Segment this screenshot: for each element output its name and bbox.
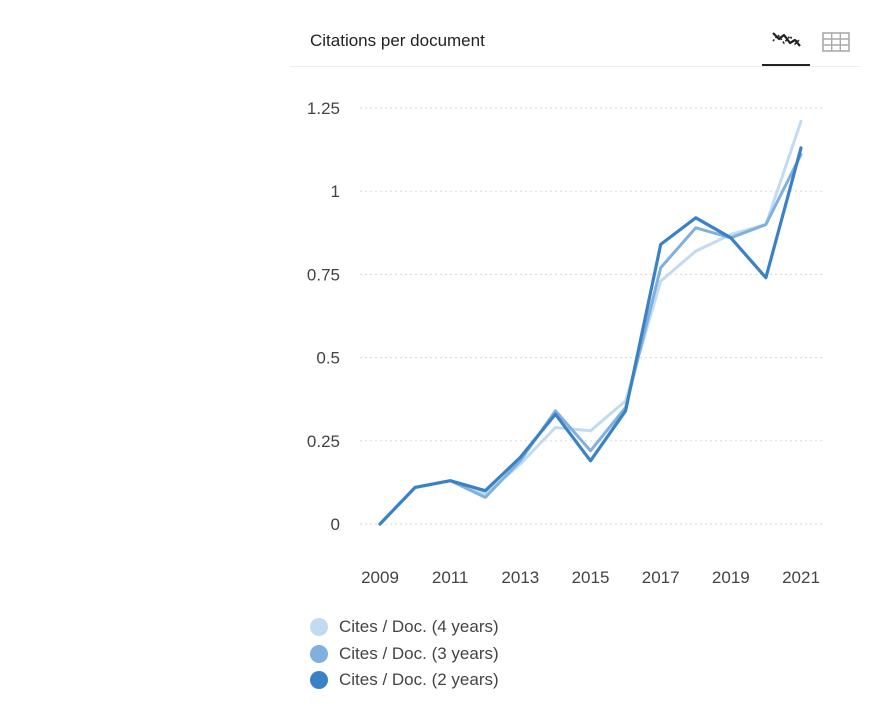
legend-item-3-years[interactable]: Cites / Doc. (3 years) <box>310 641 499 668</box>
y-tick-label: 1.25 <box>307 99 340 118</box>
table-view-button[interactable] <box>812 22 860 66</box>
y-tick-label: 0.5 <box>316 349 340 368</box>
chart-view-button[interactable] <box>762 22 810 66</box>
x-tick-label: 2021 <box>782 568 820 587</box>
x-tick-label: 2013 <box>501 568 539 587</box>
legend-label: Cites / Doc. (4 years) <box>339 617 499 637</box>
legend-item-2-years[interactable]: Cites / Doc. (2 years) <box>310 667 499 694</box>
series-line-3 <box>378 146 803 526</box>
legend-swatch <box>310 618 328 637</box>
y-tick-label: 0.75 <box>307 265 340 284</box>
card-header: Citations per document <box>290 0 861 67</box>
y-tick-label: 0.25 <box>307 432 340 451</box>
x-tick-label: 2009 <box>361 568 399 587</box>
y-tick-label: 0 <box>331 515 340 534</box>
legend-label: Cites / Doc. (2 years) <box>339 670 499 690</box>
x-tick-label: 2015 <box>572 568 610 587</box>
legend-label: Cites / Doc. (3 years) <box>339 643 499 663</box>
line-chart-icon <box>772 32 801 47</box>
citations-chart-card: Citations per document 0 0.25 0.5 0.75 1 1.25… <box>290 0 861 705</box>
x-tick-label: 2017 <box>642 568 680 587</box>
chart-legend: Cites / Doc. (4 years) Cites / Doc. (3 y… <box>310 614 499 694</box>
table-grid-icon <box>822 32 850 52</box>
x-tick-label: 2011 <box>432 568 469 587</box>
citations-line-chart: 0 0.25 0.5 0.75 1 1.25 2009 2011 2013 2015 2017 201… <box>307 99 825 587</box>
legend-swatch <box>310 671 328 690</box>
series-line-2 <box>378 153 803 526</box>
legend-item-4-years[interactable]: Cites / Doc. (4 years) <box>310 614 499 641</box>
series-line-1 <box>378 119 803 526</box>
legend-swatch <box>310 644 328 663</box>
x-tick-label: 2019 <box>712 568 750 587</box>
card-title: Citations per document <box>310 31 485 50</box>
y-tick-label: 1 <box>331 182 340 201</box>
